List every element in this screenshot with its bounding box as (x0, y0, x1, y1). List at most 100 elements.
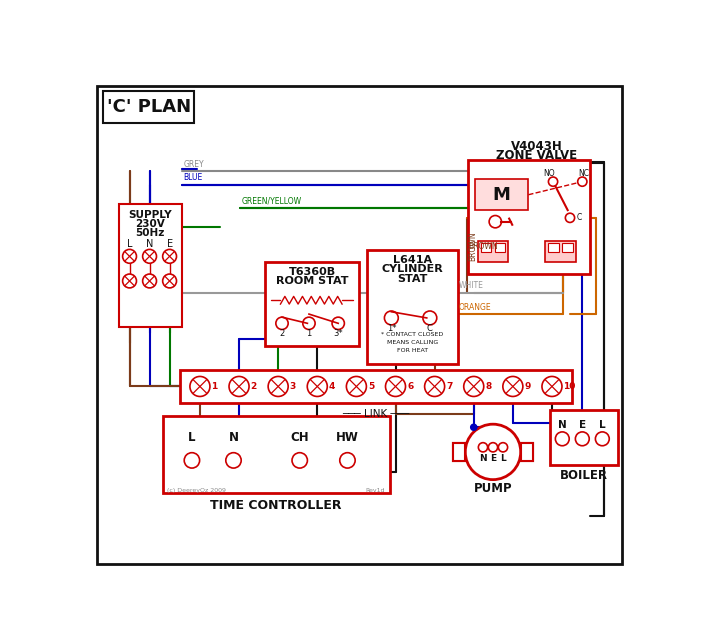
Bar (521, 443, 533, 461)
Text: E: E (490, 454, 496, 463)
Bar (521, 443, 533, 461)
Text: 1: 1 (211, 382, 218, 391)
Bar (163, 416, 390, 493)
Text: BROWN: BROWN (468, 242, 498, 251)
Circle shape (385, 376, 406, 397)
Bar (453, 443, 465, 461)
Text: GREY: GREY (183, 160, 204, 169)
Text: 9: 9 (524, 382, 531, 391)
Circle shape (548, 177, 557, 187)
Text: TIME CONTROLLER: TIME CONTROLLER (210, 499, 342, 512)
Text: 2: 2 (279, 329, 284, 338)
Text: 230V: 230V (135, 219, 165, 229)
Circle shape (489, 443, 498, 452)
Text: ─── LINK ───: ─── LINK ─── (343, 409, 409, 419)
Circle shape (163, 274, 176, 288)
Text: PUMP: PUMP (474, 483, 512, 495)
Bar (180, 369, 571, 403)
Text: CYLINDER: CYLINDER (381, 265, 443, 274)
Text: 2: 2 (251, 382, 257, 391)
Bar (545, 241, 576, 263)
Circle shape (346, 376, 366, 397)
Circle shape (226, 453, 241, 468)
Text: V4043H: V4043H (511, 140, 563, 153)
Bar (548, 243, 559, 253)
Text: (c) DeereyOz 2009: (c) DeereyOz 2009 (167, 488, 226, 493)
Text: FOR HEAT: FOR HEAT (397, 348, 428, 353)
Text: ORANGE: ORANGE (459, 303, 491, 312)
Text: L641A: L641A (392, 255, 432, 265)
Circle shape (489, 215, 501, 228)
Circle shape (292, 453, 307, 468)
Text: C: C (576, 213, 581, 222)
Circle shape (465, 424, 521, 479)
Text: * CONTACT CLOSED: * CONTACT CLOSED (381, 333, 443, 337)
Text: N: N (479, 454, 486, 463)
Text: 3: 3 (290, 382, 296, 391)
Circle shape (385, 311, 398, 325)
Circle shape (576, 432, 589, 445)
Circle shape (332, 317, 345, 329)
Text: MEANS CALLING: MEANS CALLING (387, 340, 438, 345)
Text: 8: 8 (485, 382, 491, 391)
Text: 1: 1 (306, 329, 312, 338)
Text: STAT: STAT (397, 274, 428, 284)
Circle shape (542, 376, 562, 397)
Circle shape (268, 376, 288, 397)
Bar (265, 262, 359, 346)
Circle shape (425, 376, 444, 397)
Text: E: E (166, 239, 173, 249)
Text: 6: 6 (407, 382, 413, 391)
Text: C: C (427, 324, 432, 333)
Circle shape (190, 376, 210, 397)
Text: E: E (578, 420, 586, 430)
Text: M: M (493, 186, 510, 204)
Circle shape (307, 376, 327, 397)
Text: 10: 10 (564, 382, 576, 391)
Text: 4: 4 (329, 382, 335, 391)
Text: L: L (127, 239, 132, 249)
Circle shape (276, 317, 288, 329)
Text: CH: CH (291, 431, 309, 444)
Text: 50Hz: 50Hz (135, 228, 165, 238)
Circle shape (470, 424, 477, 430)
Circle shape (143, 249, 157, 263)
Bar (366, 250, 458, 364)
Text: BLUE: BLUE (183, 174, 203, 183)
Circle shape (163, 249, 176, 263)
Bar (562, 243, 573, 253)
Circle shape (123, 274, 136, 288)
Text: N: N (558, 420, 567, 430)
Circle shape (498, 443, 508, 452)
Circle shape (184, 453, 199, 468)
Text: 7: 7 (446, 382, 453, 391)
Text: GREEN/YELLOW: GREEN/YELLOW (241, 197, 301, 206)
Text: 5: 5 (368, 382, 374, 391)
Bar (550, 410, 618, 465)
Circle shape (555, 432, 569, 445)
Text: ROOM STAT: ROOM STAT (276, 276, 348, 286)
Text: ZONE VALVE: ZONE VALVE (496, 149, 578, 162)
Bar (494, 243, 505, 253)
Text: HW: HW (336, 431, 359, 444)
Text: WHITE: WHITE (459, 281, 484, 290)
Text: 1*: 1* (387, 324, 396, 333)
Circle shape (123, 249, 136, 263)
Text: Rev1d: Rev1d (366, 488, 385, 493)
Circle shape (595, 432, 609, 445)
Text: 'C' PLAN: 'C' PLAN (107, 98, 191, 116)
Text: BOILER: BOILER (560, 469, 608, 482)
Text: L: L (599, 420, 606, 430)
Text: N: N (228, 431, 239, 444)
Circle shape (303, 317, 315, 329)
Text: 3*: 3* (333, 329, 343, 338)
Text: BROWN: BROWN (468, 231, 477, 261)
Bar (103, 91, 194, 123)
Bar (481, 243, 491, 253)
Text: NC: NC (578, 169, 590, 178)
Text: T6360B: T6360B (289, 267, 336, 277)
Text: NO: NO (543, 169, 555, 178)
Circle shape (565, 213, 575, 222)
Text: SUPPLY: SUPPLY (128, 210, 172, 220)
Text: L: L (188, 431, 196, 444)
